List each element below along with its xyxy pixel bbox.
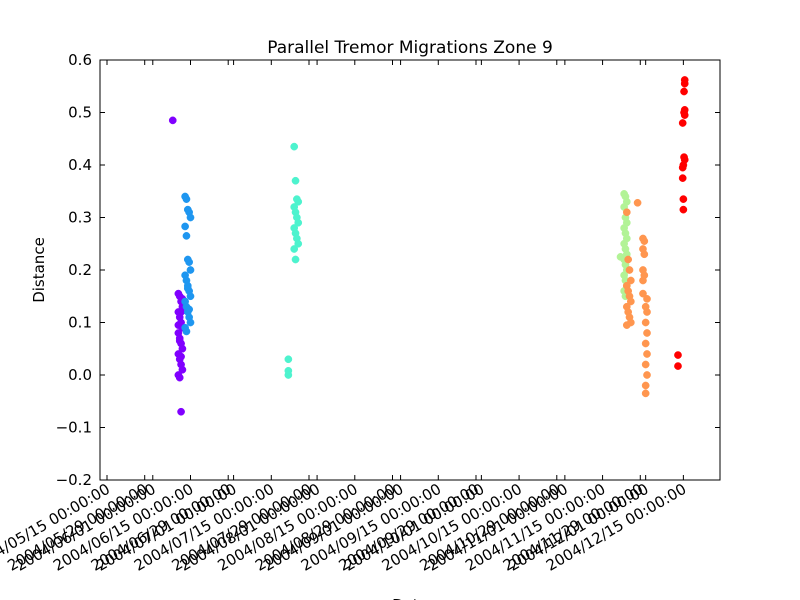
point <box>178 365 187 374</box>
point <box>679 205 688 214</box>
point <box>627 297 635 306</box>
point <box>641 360 650 369</box>
point <box>185 258 193 266</box>
point <box>290 142 299 151</box>
point <box>641 389 650 398</box>
point <box>678 174 687 182</box>
point <box>678 163 687 172</box>
y-tick-label: 0.5 <box>68 104 92 122</box>
point <box>178 344 187 353</box>
point <box>641 381 650 390</box>
point <box>680 87 688 96</box>
point <box>183 284 192 293</box>
point <box>294 239 303 248</box>
point <box>640 250 649 259</box>
point <box>177 352 185 361</box>
point <box>294 197 303 206</box>
chart-title: Parallel Tremor Migrations Zone 9 <box>267 38 553 58</box>
point <box>641 339 650 348</box>
point <box>622 208 631 217</box>
y-tick-label: 0.2 <box>68 261 92 279</box>
point <box>624 255 633 264</box>
point <box>168 116 177 125</box>
point <box>643 329 651 337</box>
point <box>643 308 651 316</box>
y-tick-label: 0.1 <box>68 314 92 332</box>
point <box>641 318 650 327</box>
point <box>674 362 682 370</box>
point <box>174 321 183 329</box>
point <box>294 218 303 227</box>
point <box>175 373 184 382</box>
point <box>678 119 687 127</box>
point <box>640 237 649 245</box>
point <box>622 321 631 329</box>
y-tick-label: 0.0 <box>68 366 92 384</box>
y-tick-label: −0.2 <box>56 471 92 489</box>
point <box>290 245 299 253</box>
point <box>643 350 651 358</box>
y-tick-label: 0.4 <box>68 156 92 174</box>
point <box>185 305 193 314</box>
point <box>186 266 195 274</box>
point <box>182 327 191 336</box>
point <box>177 308 185 316</box>
point <box>284 355 293 364</box>
point <box>181 222 189 231</box>
y-tick-label: 0.6 <box>68 51 92 69</box>
point <box>680 111 689 119</box>
point <box>674 351 682 359</box>
plot-frame <box>99 59 721 481</box>
point <box>186 213 195 222</box>
y-tick-label: 0.3 <box>68 209 92 227</box>
point <box>284 371 293 379</box>
point <box>643 371 651 379</box>
point <box>182 195 191 203</box>
point <box>182 232 191 240</box>
point <box>639 289 647 298</box>
point <box>625 266 634 274</box>
y-tick-label: −0.1 <box>56 419 92 437</box>
point <box>627 276 635 285</box>
y-axis-label: Distance <box>30 237 48 303</box>
point <box>177 407 185 416</box>
point <box>186 292 195 301</box>
point <box>679 195 688 203</box>
point <box>633 198 642 207</box>
point <box>186 318 195 327</box>
point <box>291 255 300 264</box>
point <box>639 276 647 285</box>
point <box>291 176 300 185</box>
point <box>175 337 184 345</box>
point <box>643 295 651 303</box>
point <box>680 79 689 88</box>
x-axis-label: Date <box>392 596 428 600</box>
